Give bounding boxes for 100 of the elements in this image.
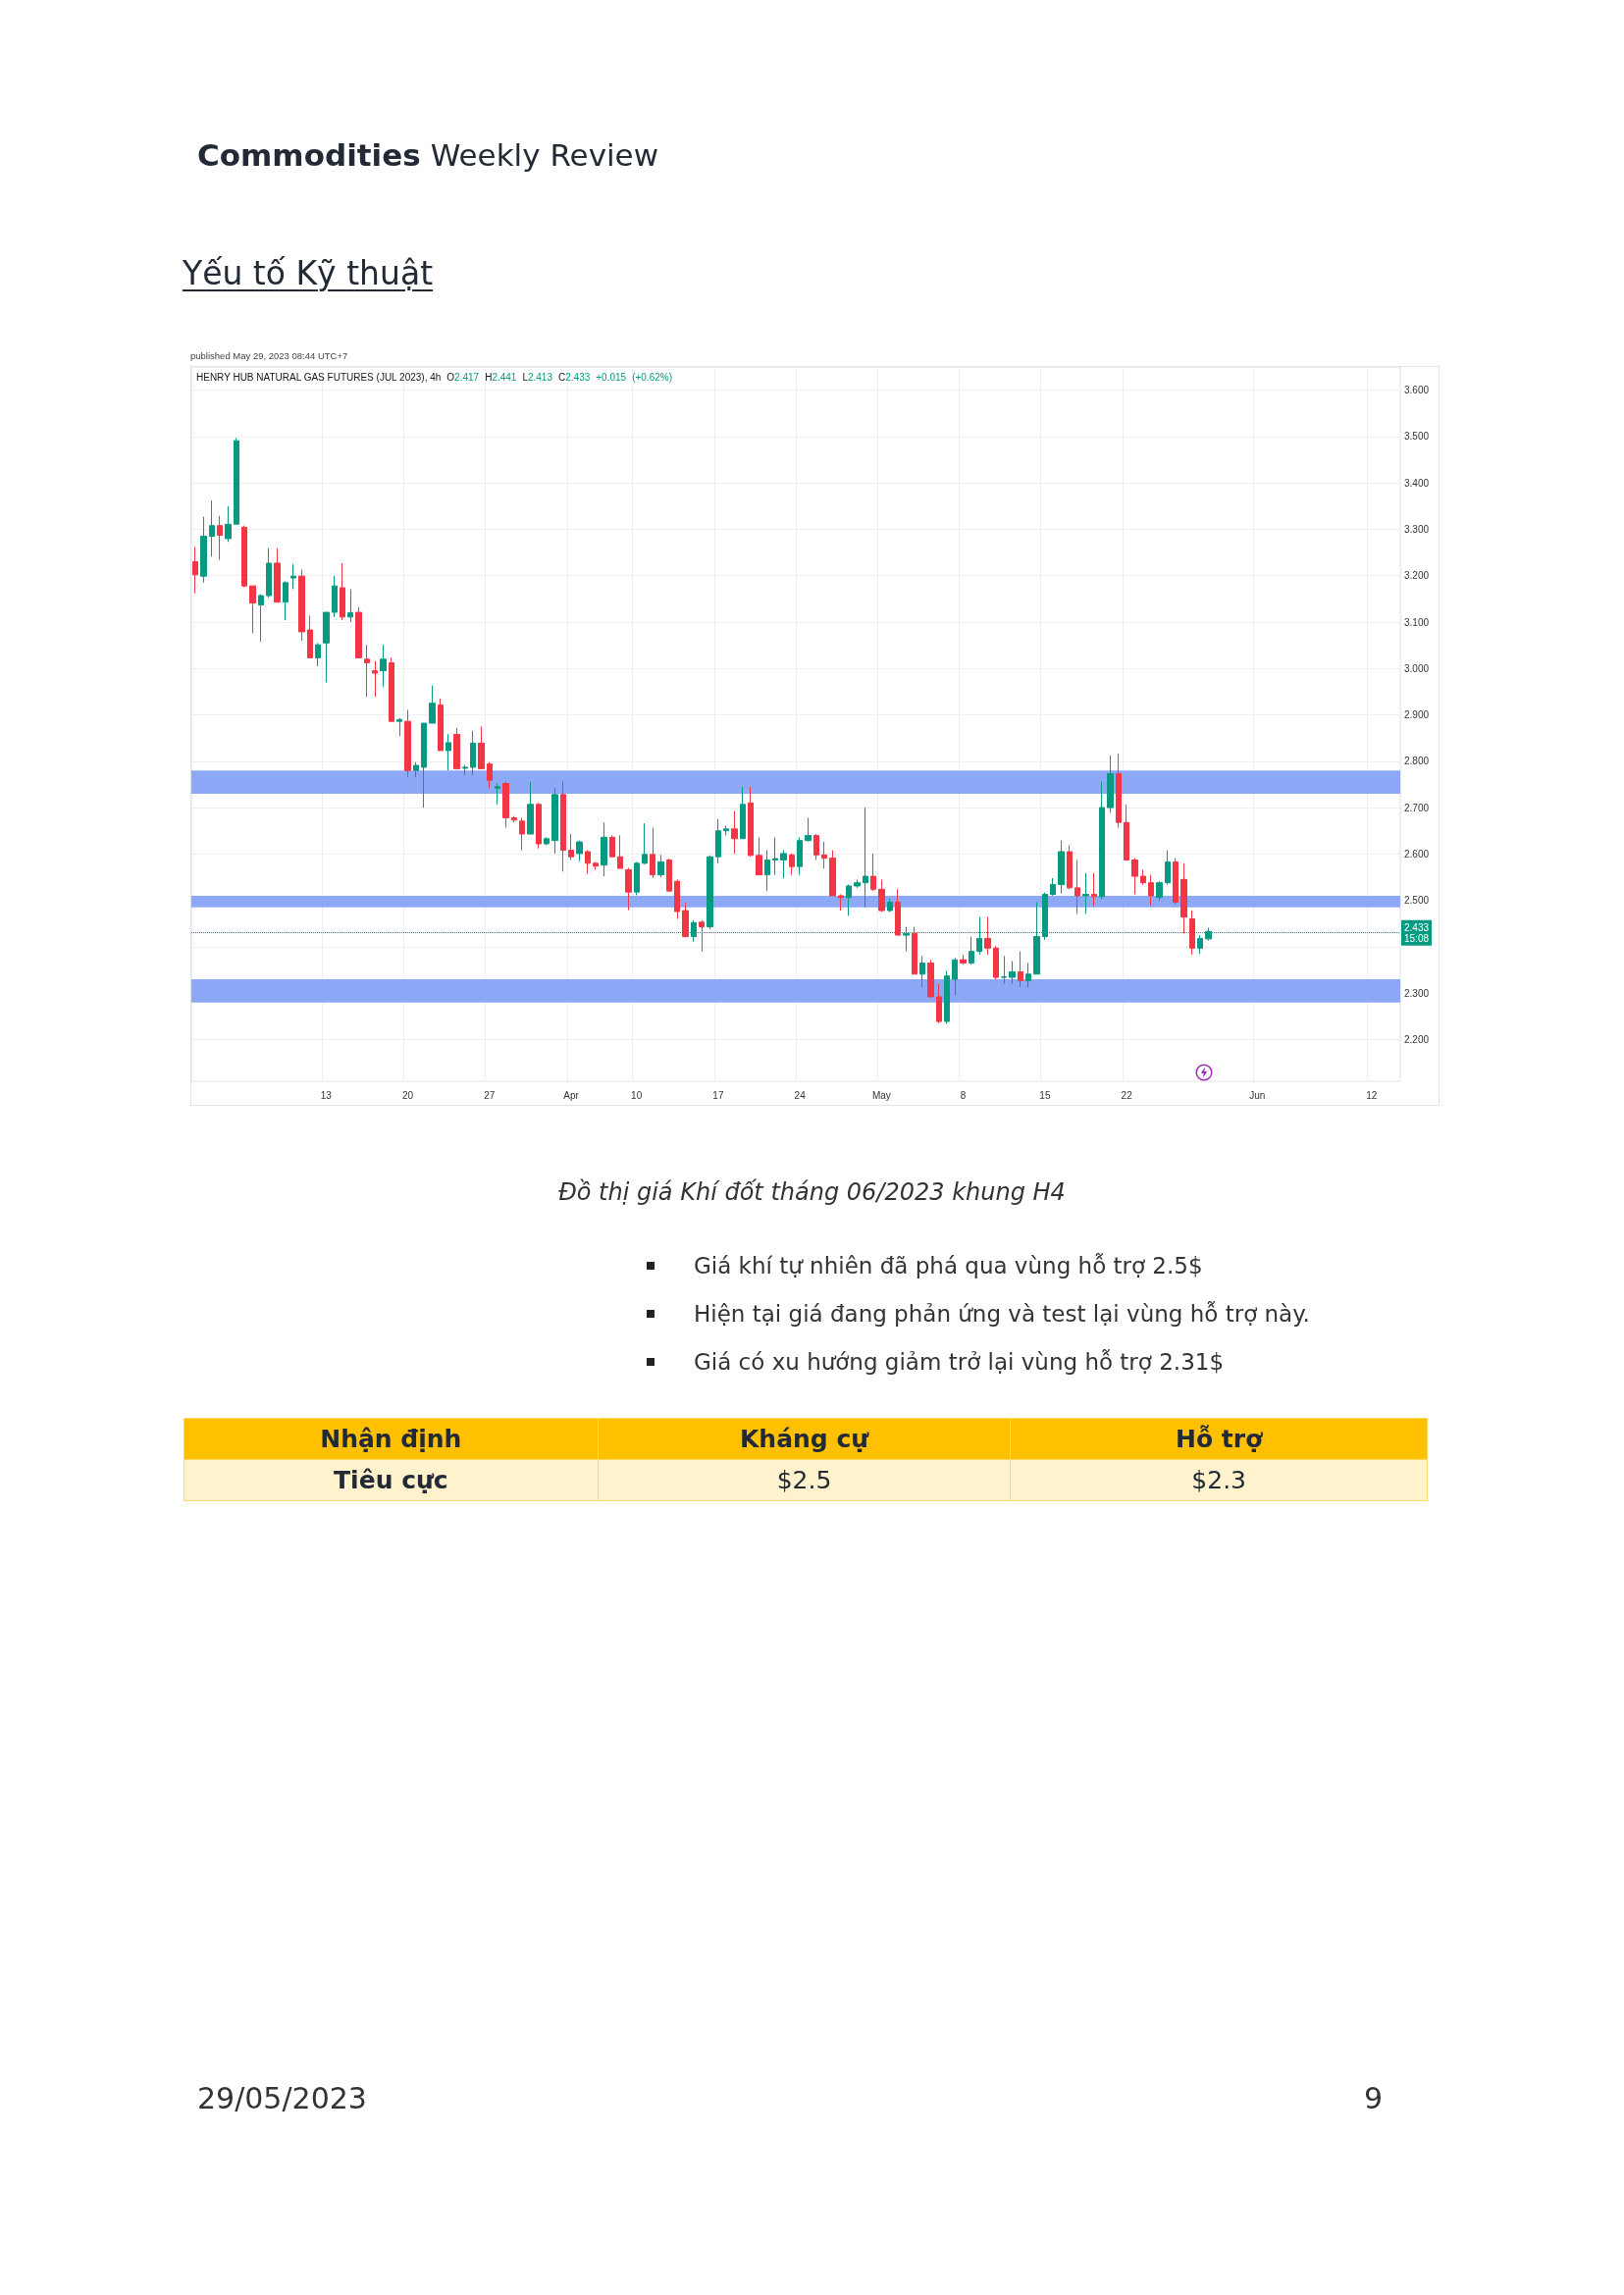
candlestick bbox=[307, 614, 313, 658]
candlestick bbox=[380, 644, 387, 688]
candlestick bbox=[234, 437, 239, 525]
candlestick bbox=[789, 853, 795, 876]
candlestick bbox=[1156, 880, 1163, 902]
candlestick bbox=[764, 850, 770, 892]
y-tick-label: 2.300 bbox=[1404, 987, 1430, 999]
candlestick bbox=[1189, 910, 1195, 956]
y-tick-label: 3.500 bbox=[1404, 431, 1430, 443]
y-tick-label: 2.900 bbox=[1404, 709, 1430, 721]
candlestick bbox=[740, 786, 746, 840]
candlestick bbox=[1050, 877, 1056, 897]
candlestick bbox=[585, 850, 591, 875]
text: Weekly Review bbox=[430, 137, 659, 173]
candlestick bbox=[290, 563, 296, 590]
y-tick-label: 3.300 bbox=[1404, 523, 1430, 535]
candlestick bbox=[748, 786, 754, 858]
candlestick bbox=[568, 833, 574, 861]
candlestick bbox=[544, 836, 550, 846]
candlestick bbox=[192, 546, 198, 595]
candlestick bbox=[527, 781, 534, 835]
candlestick bbox=[1025, 962, 1031, 988]
candlestick bbox=[217, 515, 223, 561]
candlestick bbox=[1001, 955, 1007, 985]
candlestick bbox=[389, 656, 394, 722]
candlestick bbox=[332, 575, 338, 618]
candlestick bbox=[642, 822, 648, 865]
candlestick bbox=[340, 562, 345, 621]
candlestick bbox=[551, 787, 558, 855]
x-tick-label: 12 bbox=[1366, 1089, 1378, 1101]
candlestick bbox=[838, 893, 844, 912]
candlestick bbox=[355, 606, 362, 659]
y-tick-label: 3.100 bbox=[1404, 616, 1430, 628]
candlestick bbox=[944, 969, 950, 1024]
candlestick bbox=[1140, 868, 1146, 886]
candlestick bbox=[912, 926, 917, 975]
candlestick bbox=[674, 878, 680, 920]
candlestick bbox=[274, 548, 281, 603]
candlestick bbox=[1099, 781, 1105, 900]
candlestick bbox=[723, 825, 729, 836]
candlestick bbox=[200, 516, 207, 584]
candlestick bbox=[1124, 804, 1129, 861]
candlestick bbox=[863, 807, 868, 909]
candlestick bbox=[707, 855, 713, 930]
candlestick bbox=[372, 660, 378, 698]
text: O2.417 H2.441 L2.413 C2.433 +0.015 (+0.62%) bbox=[446, 372, 672, 383]
candlestick bbox=[593, 861, 599, 870]
candlestick bbox=[1180, 862, 1187, 934]
candlestick bbox=[657, 854, 664, 878]
candlestick bbox=[772, 836, 778, 876]
candlestick bbox=[438, 698, 444, 752]
candlestick bbox=[1131, 858, 1138, 895]
text: Kháng cự bbox=[598, 1418, 1011, 1460]
candlestick bbox=[241, 525, 247, 589]
x-tick-label: Apr bbox=[563, 1089, 580, 1101]
text: Tiêu cực bbox=[183, 1459, 599, 1501]
candlestick bbox=[1018, 951, 1023, 988]
text: $2.5 bbox=[598, 1459, 1011, 1501]
text: published May 29, 2023 08:44 UTC+7 bbox=[190, 350, 348, 361]
y-tick-label: 3.000 bbox=[1404, 662, 1430, 674]
candlestick bbox=[445, 733, 451, 771]
candlestick bbox=[650, 826, 655, 879]
candlestick bbox=[813, 833, 819, 861]
x-tick-label: 17 bbox=[712, 1089, 724, 1101]
candlestick bbox=[1165, 850, 1171, 886]
candlestick bbox=[1074, 860, 1080, 914]
y-tick-label: 2.500 bbox=[1404, 895, 1430, 907]
candlestick bbox=[969, 936, 974, 965]
candlestick bbox=[1058, 840, 1065, 895]
candlestick bbox=[936, 983, 942, 1024]
text: Đồ thị giá Khí đốt tháng 06/2023 khung H4 bbox=[558, 1178, 1066, 1206]
y-tick-label: 3.400 bbox=[1404, 477, 1430, 489]
candlestick bbox=[560, 781, 566, 872]
text: Hiện tại giá đang phản ứng và test lại vùng hỗ trợ này. bbox=[694, 1300, 1310, 1329]
x-tick-label: Jun bbox=[1249, 1089, 1266, 1101]
candlestick bbox=[715, 818, 721, 864]
candlestick bbox=[576, 840, 583, 862]
candlestick bbox=[495, 783, 500, 806]
candlestick bbox=[266, 548, 272, 599]
candlestick bbox=[870, 853, 876, 892]
text: HENRY HUB NATURAL GAS FUTURES (JUL 2023), 4h bbox=[196, 372, 442, 383]
y-tick-label: 3.600 bbox=[1404, 385, 1430, 396]
candlestick bbox=[846, 884, 852, 916]
candlestick bbox=[1148, 874, 1154, 907]
ref-line-label: 2.433 15:08 bbox=[1404, 921, 1430, 944]
candlestick bbox=[347, 588, 353, 623]
x-tick-label: 20 bbox=[402, 1089, 414, 1101]
text: Yếu tố Kỹ thuật bbox=[183, 254, 434, 292]
text: Commodities bbox=[197, 137, 421, 173]
y-tick-label: 2.200 bbox=[1404, 1033, 1430, 1045]
candlestick bbox=[453, 727, 460, 770]
text: Giá có xu hướng giảm trở lại vùng hỗ trợ 2.31$ bbox=[694, 1348, 1225, 1377]
candlestick bbox=[927, 959, 934, 998]
candlestick bbox=[470, 730, 476, 776]
candlestick bbox=[756, 836, 762, 876]
candlestick bbox=[478, 725, 485, 769]
candlestick bbox=[502, 781, 509, 828]
candlestick bbox=[1082, 872, 1089, 914]
candlestick bbox=[1009, 961, 1016, 985]
text: Hỗ trợ bbox=[1010, 1418, 1428, 1460]
